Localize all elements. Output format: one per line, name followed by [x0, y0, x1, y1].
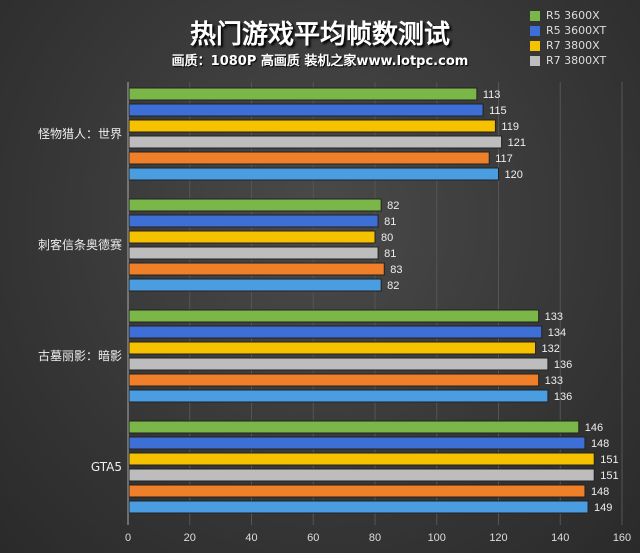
bar [128, 389, 549, 403]
data-label: 136 [554, 391, 572, 403]
x-tick-label: 120 [489, 532, 507, 544]
legend-swatch [530, 40, 540, 51]
legend-label: R7 3800XT [546, 54, 607, 67]
bar [128, 484, 586, 498]
legend-item: R5 3600XT [530, 23, 606, 38]
data-label: 82 [387, 200, 399, 212]
bar [128, 87, 478, 101]
bar [128, 278, 382, 292]
data-label: 81 [384, 216, 396, 228]
bar [128, 341, 537, 355]
bar [128, 452, 595, 466]
bar [128, 500, 589, 514]
bar [128, 373, 540, 387]
category-label: 古墓丽影：暗影 [38, 348, 122, 363]
legend-label: R5 3600X [546, 9, 600, 22]
bar [128, 468, 595, 482]
bar [128, 357, 549, 371]
data-label: 151 [600, 454, 618, 466]
data-label: 146 [585, 422, 603, 434]
legend-item: R7 3800X [530, 38, 606, 53]
legend-item: R5 3600X [530, 8, 606, 23]
data-label: 117 [495, 153, 513, 165]
bar [128, 135, 503, 149]
data-label: 120 [505, 169, 523, 181]
data-label: 115 [489, 105, 507, 117]
data-label: 82 [387, 280, 399, 292]
x-tick-label: 0 [125, 532, 131, 544]
legend-swatch [530, 25, 540, 36]
bar [128, 103, 484, 117]
bar [128, 230, 376, 244]
data-label: 121 [508, 137, 526, 149]
data-label: 119 [501, 121, 519, 133]
chart-title: 热门游戏平均帧数测试 [189, 20, 450, 50]
bar [128, 198, 382, 212]
bar [128, 436, 586, 450]
x-tick-label: 100 [428, 532, 446, 544]
legend-label: R7 3800X [546, 39, 600, 52]
legend-swatch [530, 55, 540, 66]
bar [128, 325, 543, 339]
category-label: 刺客信条奥德赛 [38, 237, 122, 252]
bar [128, 214, 379, 228]
bar [128, 151, 490, 165]
bar [128, 309, 540, 323]
bar [128, 262, 385, 276]
data-label: 83 [390, 264, 402, 276]
data-label: 151 [600, 470, 618, 482]
data-label: 134 [548, 327, 566, 339]
legend-item: R7 3800XT [530, 53, 606, 68]
category-label: GTA5 [91, 460, 122, 474]
data-label: 149 [594, 502, 612, 514]
bar [128, 246, 379, 260]
bar [128, 167, 499, 181]
x-tick-label: 20 [184, 532, 196, 544]
legend-label: R5 3600XT [546, 24, 607, 37]
data-label: 81 [384, 248, 396, 260]
data-label: 136 [554, 359, 572, 371]
category-label: 怪物猎人：世界 [38, 127, 122, 141]
bar [128, 420, 580, 434]
legend-swatch [530, 10, 540, 21]
data-label: 113 [483, 89, 501, 101]
x-tick-label: 40 [245, 532, 257, 544]
data-label: 132 [542, 343, 560, 355]
bar [128, 119, 496, 133]
legend: R5 3600X R5 3600XT R7 3800X R7 3800XT [530, 8, 606, 68]
x-tick-label: 160 [613, 532, 631, 544]
data-label: 133 [545, 375, 563, 387]
chart-subtitle: 画质：1080P 高画质 装机之家www.lotpc.com [171, 54, 469, 69]
data-label: 148 [591, 438, 609, 450]
data-label: 148 [591, 486, 609, 498]
x-tick-label: 60 [307, 532, 319, 544]
x-tick-label: 80 [369, 532, 381, 544]
data-label: 80 [381, 232, 393, 244]
data-label: 133 [545, 311, 563, 323]
x-tick-label: 140 [551, 532, 569, 544]
